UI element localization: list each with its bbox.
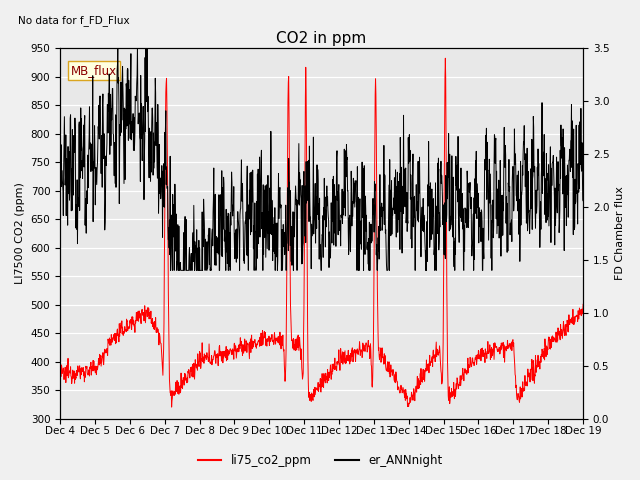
Text: No data for f_FD_Flux: No data for f_FD_Flux [18, 15, 130, 26]
Legend: li75_co2_ppm, er_ANNnight: li75_co2_ppm, er_ANNnight [193, 449, 447, 472]
Text: MB_flux: MB_flux [70, 64, 116, 77]
Y-axis label: FD Chamber flux: FD Chamber flux [615, 186, 625, 280]
Title: CO2 in ppm: CO2 in ppm [276, 31, 367, 46]
Y-axis label: LI7500 CO2 (ppm): LI7500 CO2 (ppm) [15, 182, 25, 284]
